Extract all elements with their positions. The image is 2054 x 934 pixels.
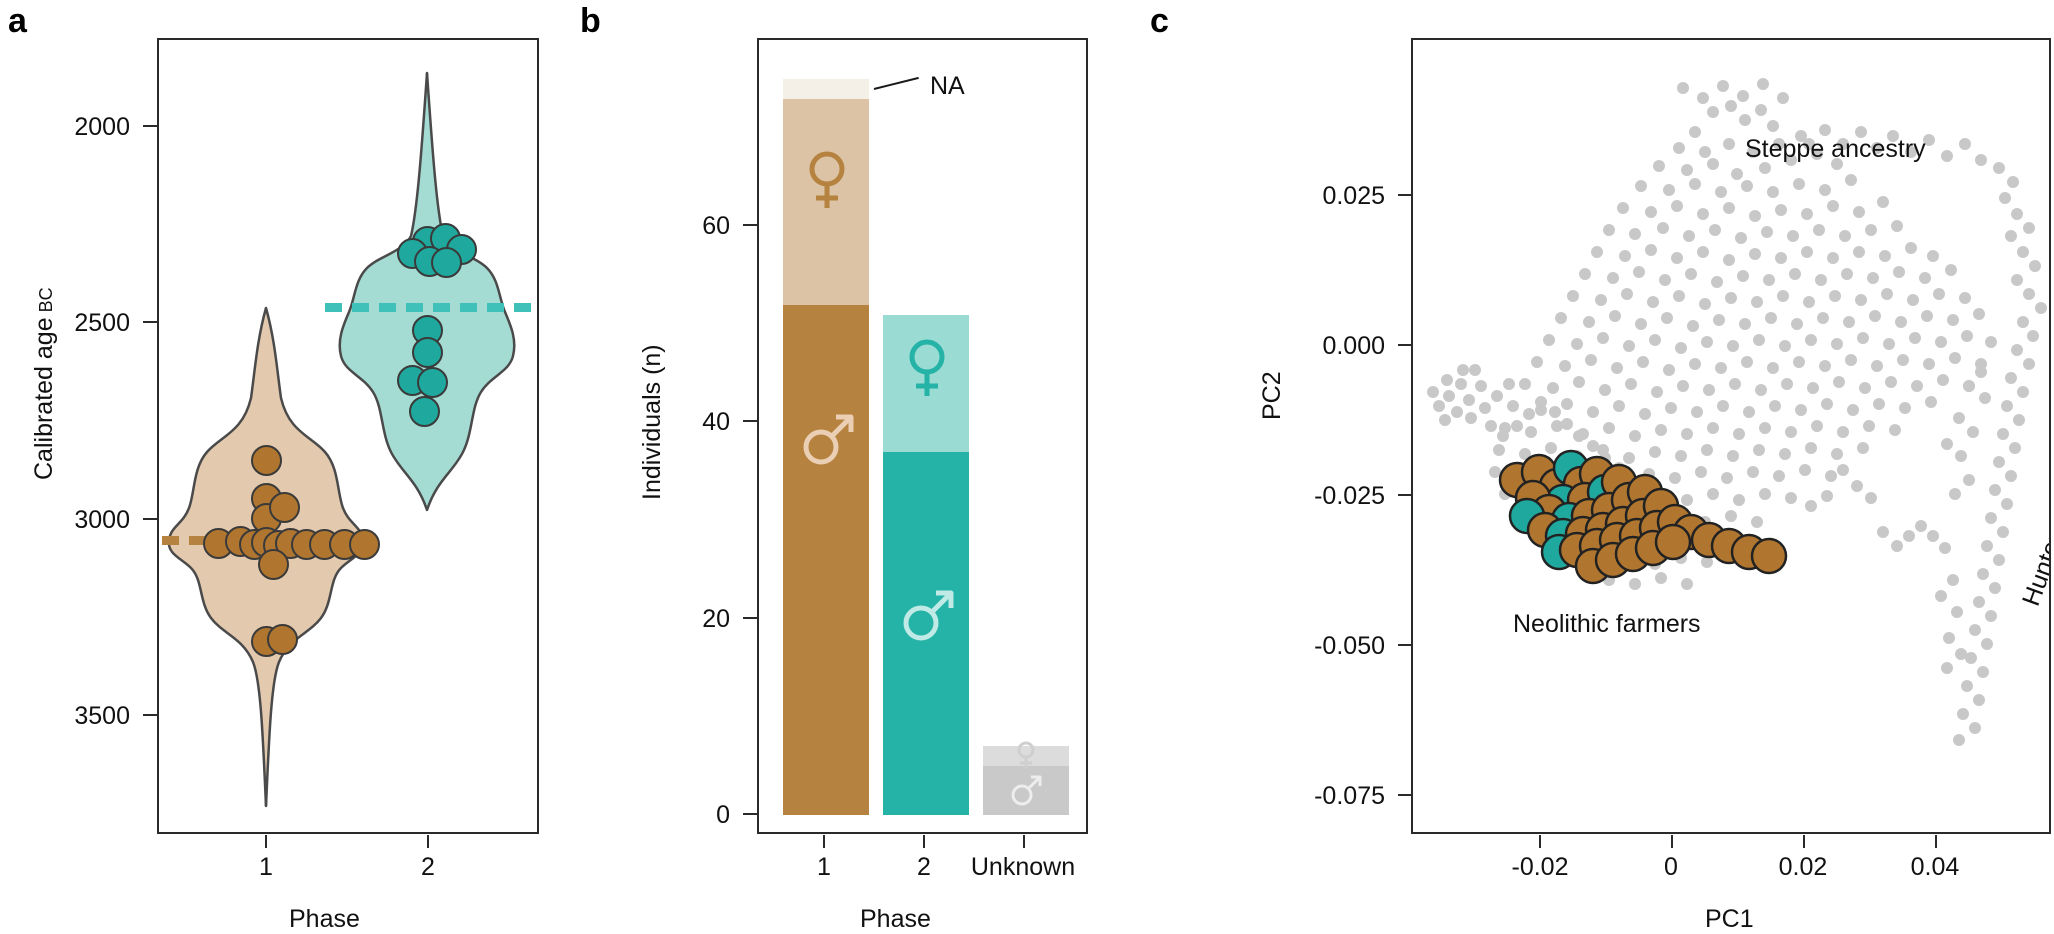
panel-c-annotation-steppe: Steppe ancestry [1745, 135, 1926, 163]
panel-b-ytick-20: 20 [702, 605, 730, 633]
panel-c-ytick-mark-2 [1398, 494, 1411, 496]
female-symbol-icon-phase2 [907, 338, 947, 400]
panel-a-phase2-median-line [325, 303, 537, 312]
panel-c-ytick-0000: 0.000 [1322, 332, 1385, 360]
panel-c-annotation-neolithic: Neolithic farmers [1513, 610, 1701, 638]
panel-a-x-axis-title: Phase [289, 905, 360, 933]
panel-a-ytick-3500: 3500 [74, 702, 130, 730]
panel-b-ytick-60: 60 [702, 212, 730, 240]
panel-b-ytick-40: 40 [702, 408, 730, 436]
panel-c-xtick-004: 0.04 [1910, 853, 1960, 881]
panel-a-phase2-point [409, 396, 440, 427]
panel-b-ytick-0: 0 [716, 801, 730, 829]
panel-c-xtick-mark-2 [1803, 835, 1805, 848]
panel-c-ytick-mark-3 [1398, 644, 1411, 646]
panel-c-y-axis-title: PC2 [1258, 371, 1286, 420]
panel-a-xtick-2: 2 [421, 853, 435, 881]
panel-a-ytick-2500: 2500 [74, 309, 130, 337]
panel-c: c PC2 0.025 0.000 -0.025 -0.050 -0.075 [1130, 0, 2054, 933]
panel-b: b Individuals (n) 0 20 40 60 [560, 0, 1130, 933]
panel-a-xtick-mark-0 [265, 835, 267, 848]
panel-b-ytick-mark-3 [743, 224, 757, 226]
panel-c-ytick-mark-1 [1398, 344, 1411, 346]
panel-a-phase1-point [267, 624, 298, 655]
panel-c-letter: c [1150, 2, 1169, 40]
panel-a-phase1-point [251, 445, 282, 476]
panel-c-ytick-m0050: -0.050 [1314, 632, 1385, 660]
panel-b-ytick-mark-0 [743, 813, 757, 815]
female-symbol-icon-phase1 [807, 150, 847, 212]
panel-b-ytick-mark-1 [743, 617, 757, 619]
panel-a-y-axis-title-main: Calibrated age [30, 317, 58, 480]
male-symbol-icon-phase1 [803, 410, 855, 466]
panel-c-xtick-0: 0 [1664, 853, 1678, 881]
panel-c-x-axis-title: PC1 [1705, 905, 1754, 933]
panel-c-ytick-m0025: -0.025 [1314, 482, 1385, 510]
panel-b-plot-area [757, 38, 1088, 834]
panel-c-ytick-0025: 0.025 [1322, 182, 1385, 210]
panel-b-x-axis-title: Phase [860, 905, 931, 933]
panel-b-ytick-mark-2 [743, 420, 757, 422]
panel-a-ytick-2000: 2000 [74, 113, 130, 141]
panel-b-bar-unknown-male [983, 766, 1069, 815]
panel-a-ytick-mark-2 [143, 518, 157, 520]
panel-a-letter: a [8, 2, 27, 40]
panel-a-ytick-mark-1 [143, 321, 157, 323]
male-symbol-icon-unknown [1011, 773, 1043, 807]
panel-c-xtick-mark-0 [1539, 835, 1541, 848]
panel-a-phase1-point [269, 492, 300, 523]
panel-b-xtick-1: 1 [817, 853, 831, 881]
panel-b-xtick-mark-0 [823, 835, 825, 848]
panel-c-ytick-mark-0 [1398, 194, 1411, 196]
panel-c-ytick-mark-4 [1398, 794, 1411, 796]
panel-c-xtick-m002: -0.02 [1511, 853, 1569, 881]
panel-b-y-axis-title: Individuals (n) [638, 344, 666, 500]
male-symbol-icon-phase2 [903, 586, 955, 642]
panel-a-phase2-point [412, 337, 443, 368]
panel-b-xtick-2: 2 [917, 853, 931, 881]
panel-b-xtick-mark-2 [1023, 835, 1025, 848]
panel-a-ytick-mark-0 [143, 125, 157, 127]
panel-a-violins [167, 71, 516, 808]
panel-a-xtick-1: 1 [259, 853, 273, 881]
panel-c-highlight-samples [1498, 449, 1788, 585]
female-symbol-icon-unknown [1014, 740, 1038, 770]
panel-b-xtick-unknown: Unknown [970, 853, 1076, 881]
panel-a-phase2-point [417, 367, 448, 398]
panel-b-bar-phase1-male [783, 305, 869, 815]
panel-a-ytick-mark-3 [143, 714, 157, 716]
panel-c-plot-area: Steppe ancestry Neolithic farmers Hunter… [1411, 38, 2051, 834]
panel-c-xtick-mark-1 [1671, 835, 1673, 848]
panel-c-reference-cloud [1427, 78, 2047, 746]
panel-a-phase1-point [258, 549, 289, 580]
panel-b-bar-phase1-na [783, 79, 869, 99]
panel-a: a Calibrated age BC 2000 2500 3000 3500 [0, 0, 560, 933]
panel-a-plot-area [157, 38, 539, 834]
panel-a-phase2-point [431, 247, 462, 278]
panel-b-bar-phase2-male [883, 452, 969, 815]
panel-a-ytick-3000: 3000 [74, 506, 130, 534]
panel-b-na-leader-line [873, 76, 919, 90]
panel-c-xtick-mark-3 [1935, 835, 1937, 848]
panel-b-na-label: NA [930, 72, 965, 100]
panel-c-scatter [1427, 78, 2047, 746]
panel-a-phase1-point [349, 529, 380, 560]
panel-c-ytick-m0075: -0.075 [1314, 782, 1385, 810]
panel-b-xtick-mark-1 [923, 835, 925, 848]
panel-c-xtick-002: 0.02 [1778, 853, 1828, 881]
panel-a-xtick-mark-1 [427, 835, 429, 848]
panel-b-letter: b [580, 2, 601, 40]
